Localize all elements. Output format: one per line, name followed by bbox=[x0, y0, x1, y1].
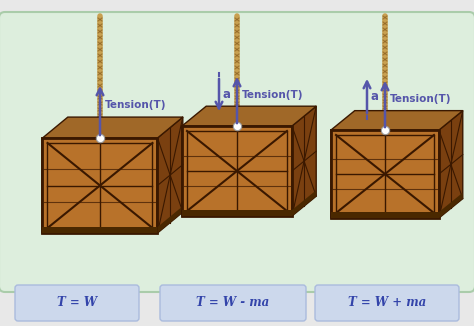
Polygon shape bbox=[157, 117, 183, 233]
Bar bbox=[331, 212, 439, 218]
Polygon shape bbox=[439, 193, 463, 218]
Bar bbox=[47, 143, 153, 228]
Text: Tension(T): Tension(T) bbox=[390, 94, 452, 104]
Text: T = W: T = W bbox=[57, 297, 97, 309]
Text: Tension(T): Tension(T) bbox=[105, 100, 166, 110]
Polygon shape bbox=[43, 117, 183, 138]
Bar bbox=[43, 138, 157, 233]
Polygon shape bbox=[439, 111, 463, 218]
Bar bbox=[182, 126, 292, 216]
FancyBboxPatch shape bbox=[315, 285, 459, 321]
Polygon shape bbox=[157, 206, 183, 233]
Bar bbox=[43, 227, 157, 233]
Polygon shape bbox=[292, 106, 316, 216]
Text: a: a bbox=[223, 88, 231, 101]
Text: Tension(T): Tension(T) bbox=[242, 90, 303, 100]
Text: a: a bbox=[371, 90, 379, 102]
Bar bbox=[43, 138, 157, 233]
FancyBboxPatch shape bbox=[0, 12, 474, 292]
Bar bbox=[331, 130, 439, 218]
Polygon shape bbox=[292, 190, 316, 216]
Polygon shape bbox=[331, 111, 463, 130]
FancyBboxPatch shape bbox=[15, 285, 139, 321]
Bar bbox=[182, 126, 292, 216]
Text: T = W + ma: T = W + ma bbox=[348, 297, 426, 309]
Bar bbox=[336, 135, 434, 213]
Bar bbox=[182, 210, 292, 216]
Text: T = W - ma: T = W - ma bbox=[196, 297, 270, 309]
Bar bbox=[187, 131, 287, 211]
Polygon shape bbox=[182, 106, 316, 126]
FancyBboxPatch shape bbox=[160, 285, 306, 321]
Bar bbox=[331, 130, 439, 218]
